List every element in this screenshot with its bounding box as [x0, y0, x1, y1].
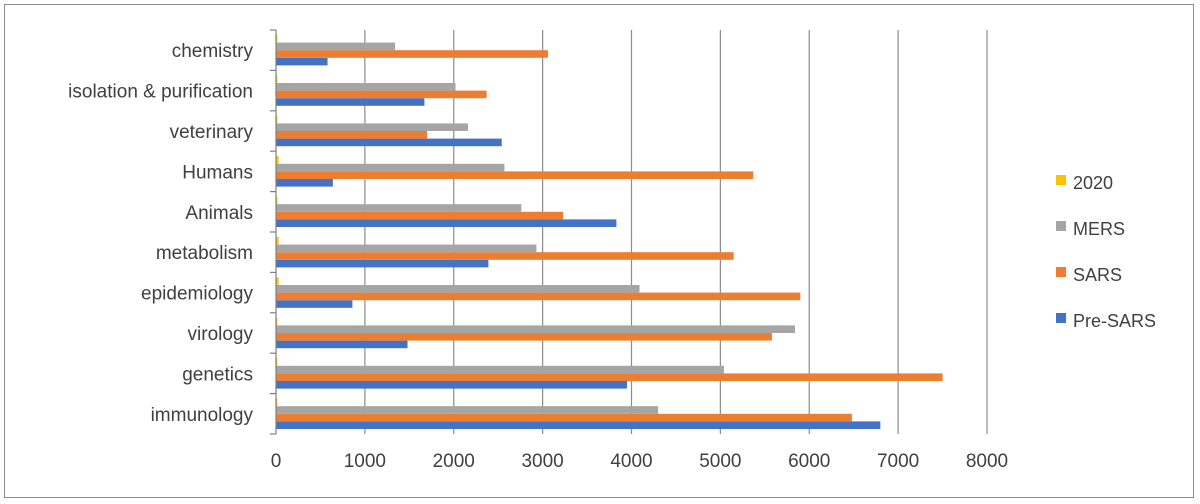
- bar: [276, 340, 408, 349]
- bar: [276, 292, 801, 301]
- category-labels: immunology genetics virology epidemiology me…: [68, 41, 253, 426]
- bar: [276, 413, 852, 422]
- bar: [276, 138, 502, 147]
- category-label: chemistry: [172, 41, 254, 62]
- bar: [276, 237, 279, 245]
- bar: [276, 219, 617, 227]
- bar: [276, 398, 278, 407]
- bar: [276, 325, 796, 333]
- x-tick-label: 3000: [521, 451, 563, 472]
- legend-label: SARS: [1073, 265, 1122, 285]
- legend: 2020 MERS SARS Pre-SARS: [1056, 173, 1156, 331]
- legend-label: 2020: [1073, 173, 1113, 193]
- bar: [276, 373, 943, 381]
- x-tick-labels: 0 1000 2000 3000 4000 5000 6000 7000 8000: [271, 451, 1008, 472]
- x-tick-label: 1000: [344, 451, 386, 472]
- x-tick-label: 8000: [966, 451, 1008, 472]
- legend-swatch: [1056, 221, 1066, 231]
- category-label: Animals: [185, 203, 253, 224]
- bar: [276, 115, 278, 124]
- bar: [276, 285, 640, 293]
- category-label: immunology: [151, 405, 254, 426]
- bar: [276, 277, 279, 285]
- legend-swatch: [1056, 267, 1066, 277]
- legend-swatch: [1056, 175, 1066, 185]
- axes: [270, 29, 277, 435]
- legend-label: Pre-SARS: [1073, 311, 1156, 331]
- bar: [276, 57, 328, 66]
- category-label: virology: [188, 324, 254, 345]
- bar: [276, 358, 278, 366]
- bar: [276, 252, 734, 260]
- bar: [276, 300, 353, 308]
- bars: [276, 35, 943, 429]
- category-label: metabolism: [156, 243, 253, 264]
- bar: [276, 333, 772, 341]
- legend-label: MERS: [1073, 219, 1125, 239]
- category-label: Humans: [182, 162, 253, 183]
- category-label: genetics: [182, 364, 253, 385]
- bar: [276, 317, 278, 326]
- bar: [276, 381, 628, 389]
- x-tick-label: 7000: [877, 451, 919, 472]
- bar: [276, 156, 279, 164]
- bar: [276, 42, 396, 51]
- bar: [276, 35, 278, 43]
- bar: [276, 421, 881, 429]
- category-label: veterinary: [170, 122, 254, 143]
- category-label: isolation & purification: [68, 82, 253, 103]
- bar: [276, 406, 659, 414]
- bar: [276, 123, 468, 131]
- bar: [276, 163, 505, 172]
- bar: [276, 179, 333, 187]
- bar: [276, 171, 754, 179]
- bar: [276, 50, 548, 58]
- bar: [276, 365, 724, 374]
- bar: [276, 98, 425, 106]
- category-label: epidemiology: [141, 284, 253, 305]
- bar: [276, 259, 489, 268]
- bar: [276, 131, 428, 139]
- x-tick-label: 2000: [433, 451, 475, 472]
- legend-swatch: [1056, 313, 1066, 323]
- bar: [276, 211, 564, 220]
- x-tick-label: 6000: [788, 451, 830, 472]
- bar: [276, 204, 522, 212]
- bar: [276, 90, 487, 99]
- x-tick-label: 0: [271, 451, 282, 472]
- bar: [276, 83, 456, 91]
- x-tick-label: 4000: [610, 451, 652, 472]
- x-tick-label: 5000: [699, 451, 741, 472]
- bar: [276, 244, 537, 253]
- bar: [276, 196, 278, 205]
- bar: [276, 75, 278, 83]
